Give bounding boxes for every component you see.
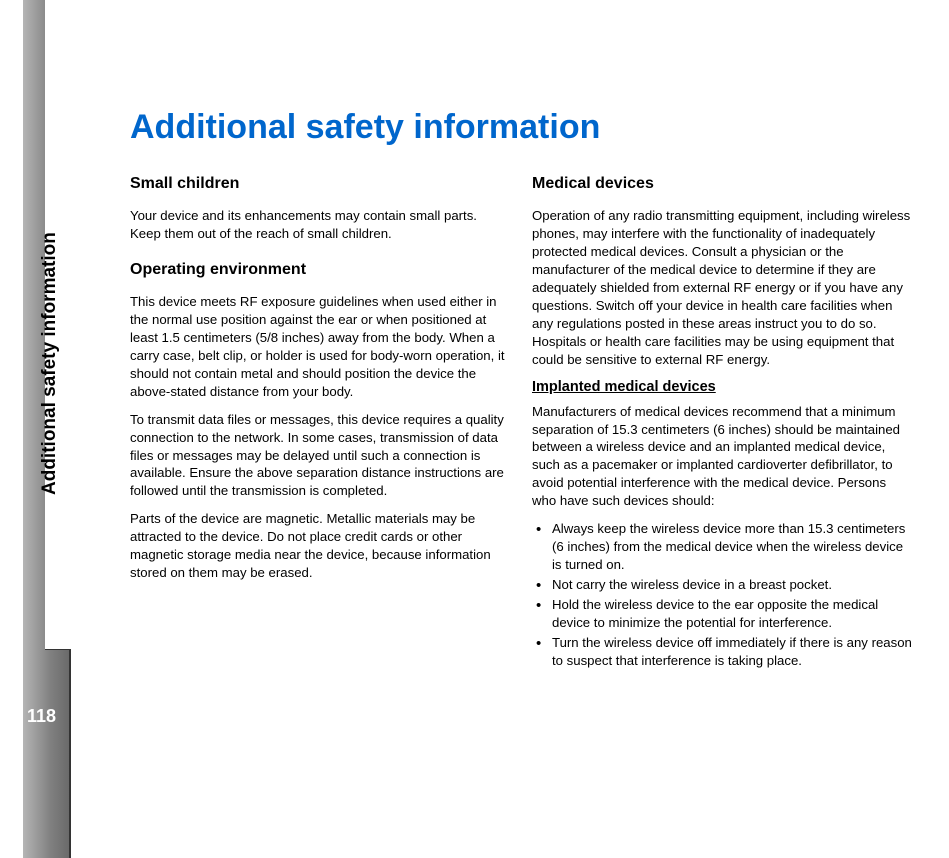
paragraph: Parts of the device are magnetic. Metall… (130, 510, 510, 582)
bullet-list: Always keep the wireless device more tha… (532, 520, 912, 670)
vertical-section-label: Additional safety information (39, 232, 61, 495)
bullet-item: Turn the wireless device off immediately… (532, 634, 912, 670)
left-column: Small children Your device and its enhan… (130, 175, 510, 672)
section-heading-medical-devices: Medical devices (532, 175, 912, 193)
main-title: Additional safety information (130, 108, 920, 147)
page-number: 118 (27, 706, 56, 727)
content-area: Additional safety information Small chil… (130, 108, 920, 672)
right-column: Medical devices Operation of any radio t… (532, 175, 912, 672)
bullet-item: Always keep the wireless device more tha… (532, 520, 912, 574)
paragraph: To transmit data files or messages, this… (130, 411, 510, 501)
paragraph: Your device and its enhancements may con… (130, 207, 510, 243)
section-heading-small-children: Small children (130, 175, 510, 193)
paragraph: Manufacturers of medical devices recomme… (532, 403, 912, 511)
subsection-heading-implanted-medical-devices: Implanted medical devices (532, 379, 912, 395)
paragraph: Operation of any radio transmitting equi… (532, 207, 912, 369)
paragraph: This device meets RF exposure guidelines… (130, 293, 510, 401)
bullet-item: Not carry the wireless device in a breas… (532, 576, 912, 594)
bullet-item: Hold the wireless device to the ear oppo… (532, 596, 912, 632)
section-heading-operating-environment: Operating environment (130, 261, 510, 279)
columns-container: Small children Your device and its enhan… (130, 175, 920, 672)
